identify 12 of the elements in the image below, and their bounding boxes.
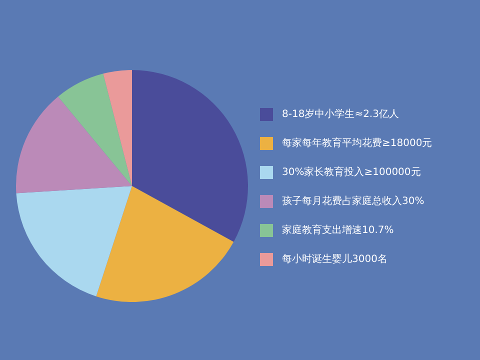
pie-slice	[103, 70, 132, 186]
legend-label: 家庭教育支出增速10.7%	[282, 224, 394, 237]
pie-slice	[16, 186, 132, 296]
pie-slice	[16, 96, 132, 194]
legend-label: 孩子每月花费占家庭总收入30%	[282, 194, 424, 208]
legend-label: 8-18岁中小学生≈2.3亿人	[282, 108, 399, 121]
legend-label: 每家每年教育平均花费≥18000元	[282, 136, 432, 150]
pie-slice	[58, 74, 132, 186]
pie-slice	[132, 70, 248, 242]
pie-slice	[96, 186, 234, 302]
legend-label: 30%家长教育投入≥100000元	[282, 166, 421, 179]
legend-label: 每小时诞生婴儿3000名	[282, 252, 388, 266]
